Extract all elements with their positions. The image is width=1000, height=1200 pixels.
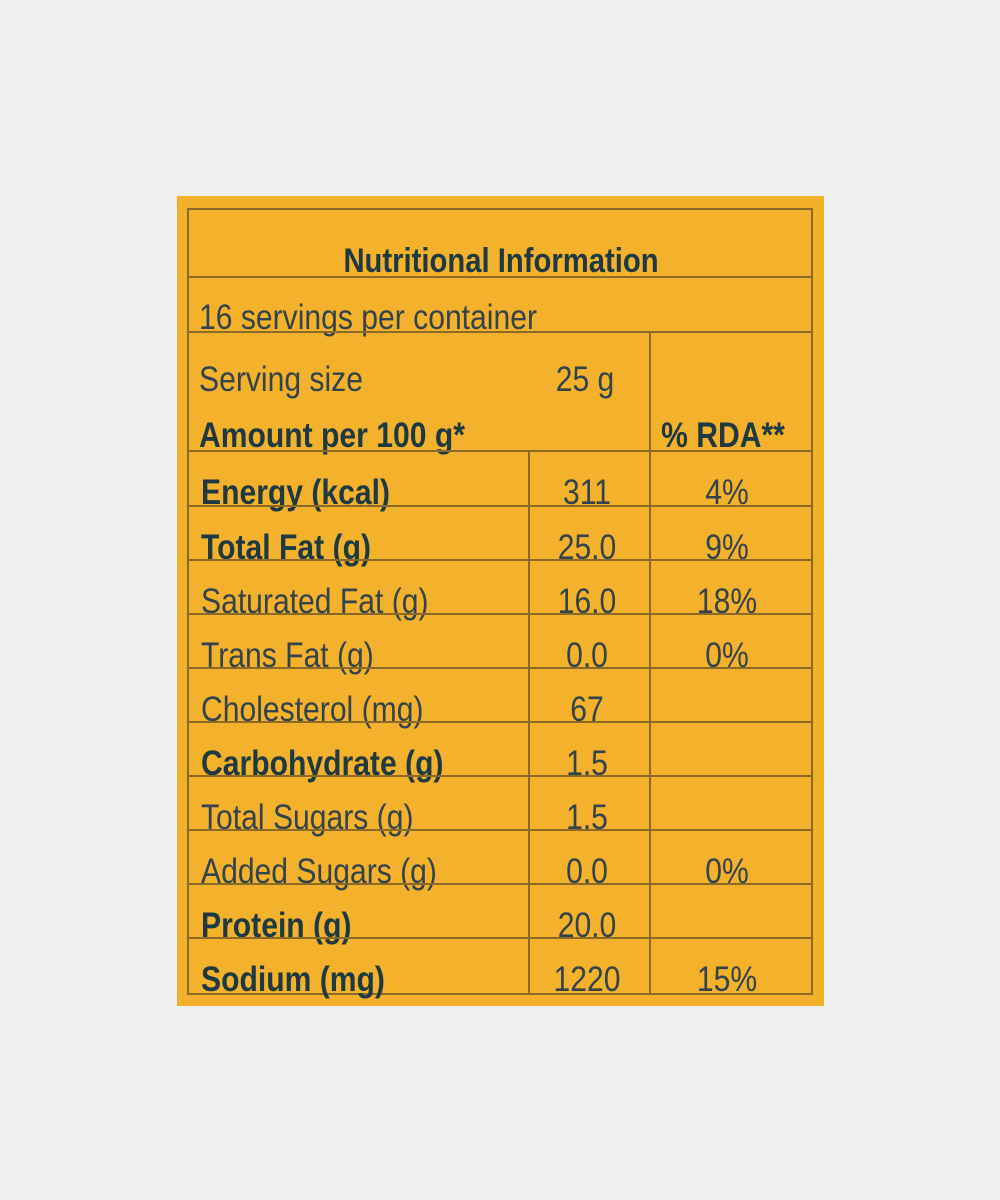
title-divider <box>189 276 811 278</box>
row-divider <box>189 775 811 777</box>
serving-size-value: 25 g <box>555 360 615 399</box>
label-title: Nutritional Information <box>343 242 659 280</box>
rda-column-rule <box>649 331 651 993</box>
nutrient-name: Energy (kcal) <box>201 473 391 512</box>
row-divider <box>189 505 811 507</box>
row-divider <box>189 613 811 615</box>
nutrient-amount: 311 <box>563 473 611 512</box>
amount-header: Amount per 100 g* <box>199 416 465 455</box>
row-divider <box>189 667 811 669</box>
row-divider <box>189 937 811 939</box>
rda-header: % RDA** <box>661 416 785 455</box>
nutrient-rda: 4% <box>705 473 749 512</box>
row-divider <box>189 559 811 561</box>
row-divider <box>189 829 811 831</box>
header-divider <box>189 450 811 452</box>
row-divider <box>189 721 811 723</box>
nutrient-amount: 1220 <box>553 960 621 999</box>
serving-size-label: Serving size <box>199 360 363 399</box>
servings-per-container: 16 servings per container <box>199 298 537 337</box>
nutrient-rda: 15% <box>696 960 758 999</box>
nutrition-label: Nutritional Information 16 servings per … <box>177 196 824 1006</box>
nutrient-name: Sodium (mg) <box>201 960 385 999</box>
servings-divider <box>189 331 811 333</box>
nutrition-table: Nutritional Information 16 servings per … <box>187 208 813 999</box>
row-divider <box>189 883 811 885</box>
